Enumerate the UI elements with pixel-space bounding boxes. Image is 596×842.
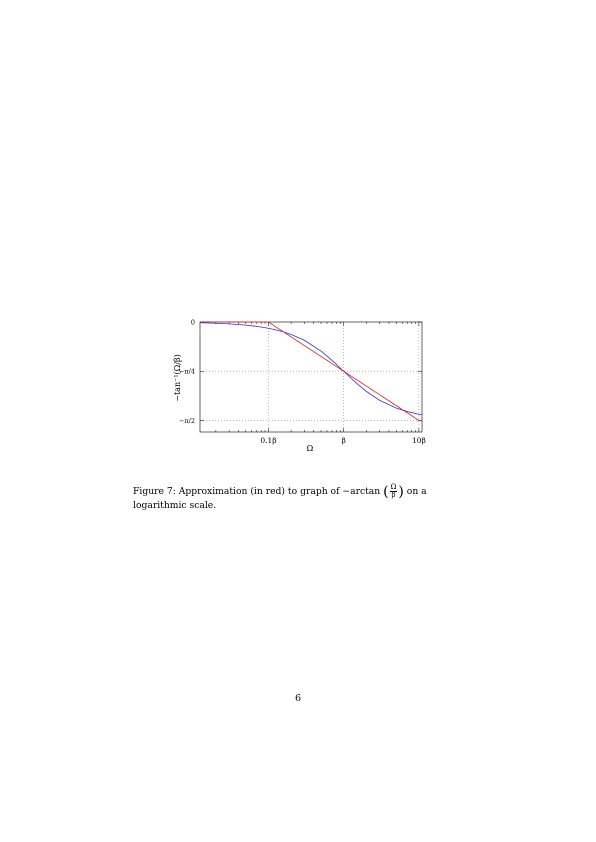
x-tick-label-1: β — [341, 436, 345, 445]
series-line-1 — [200, 321, 422, 421]
y-axis-label-text: −tan⁻¹(Ω/β) — [173, 354, 182, 401]
caption-tail: on a logarithmic scale. — [133, 486, 427, 511]
y-tick-label-0: 0 — [191, 319, 195, 327]
tick-labels: 0.1β β 10β 0 −π/4 −π/2 — [179, 319, 426, 446]
data-series — [199, 321, 423, 421]
x-axis-label: Ω — [307, 444, 314, 453]
y-tick-label-1: −π/4 — [179, 368, 195, 376]
y-axis-label: −tan⁻¹(Ω/β) — [173, 354, 182, 401]
series-line-0 — [199, 322, 423, 416]
caption-frac-denominator: β — [391, 491, 396, 499]
x-tick-label-2: 10β — [412, 436, 426, 445]
x-tick-label-0: 0.1β — [260, 436, 276, 445]
y-tick-label-2: −π/2 — [179, 417, 195, 425]
frame-ticks — [200, 321, 422, 432]
figure-caption: Figure 7: Approximation (in red) to grap… — [133, 483, 427, 512]
caption-lead: Figure 7: Approximation (in red) to grap… — [133, 486, 381, 497]
grid-lines — [200, 322, 422, 432]
page-number: 6 — [294, 693, 302, 704]
plot-frame — [199, 321, 423, 433]
caption-frac-numerator: Ω — [389, 483, 398, 492]
